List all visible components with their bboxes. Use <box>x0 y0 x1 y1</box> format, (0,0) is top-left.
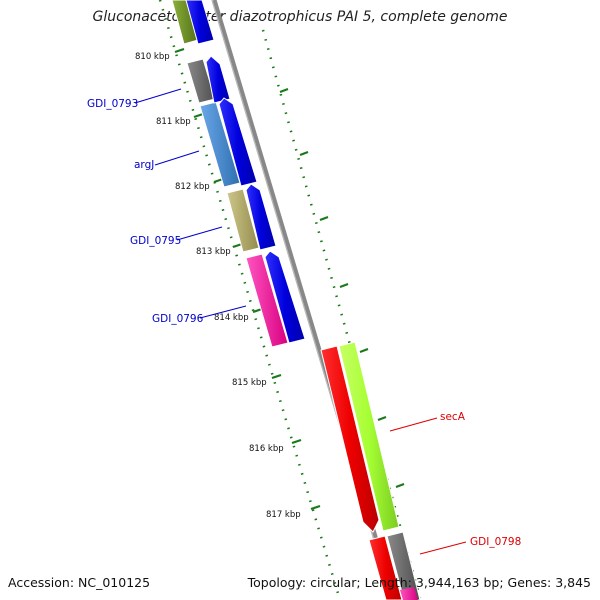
scale-label-814: 814 kbp <box>214 313 249 323</box>
gene-label-gdi0798[interactable]: GDI_0798 <box>470 536 521 548</box>
gene-arrow-argj[interactable] <box>218 97 258 187</box>
scale-track-right <box>261 29 422 599</box>
scale-label-811: 811 kbp <box>156 117 191 127</box>
leader-gdi0796 <box>199 305 247 319</box>
gene-arrow-gdi0795[interactable] <box>245 183 277 251</box>
gene-label-argj[interactable]: argJ <box>134 159 154 171</box>
gene-label-gdi0793[interactable]: GDI_0793 <box>87 98 138 110</box>
leader-gdi0793 <box>134 88 182 104</box>
scale-label-816: 816 kbp <box>249 444 284 454</box>
gene-arrow-gdi0796[interactable] <box>264 250 306 344</box>
scale-label-810: 810 kbp <box>135 52 170 62</box>
leader-argj <box>154 150 200 166</box>
scale-label-812: 812 kbp <box>175 182 210 192</box>
gene-label-gdi0796[interactable]: GDI_0796 <box>152 313 204 325</box>
feature-bar-gdi0796[interactable] <box>245 253 289 348</box>
scale-track-left <box>158 0 342 600</box>
scale-label-813: 813 kbp <box>196 247 231 257</box>
gene-label-seca[interactable]: secA <box>440 411 466 423</box>
leader-gdi0795 <box>176 226 223 241</box>
scale-label-815: 815 kbp <box>232 378 267 388</box>
gene-arrow-seca[interactable] <box>320 345 380 533</box>
topology-summary-text: Topology: circular; Length: 3,944,163 bp… <box>247 575 591 590</box>
feature-bar-seca[interactable] <box>338 341 400 532</box>
gene-arrow-gdi0798[interactable] <box>368 535 403 600</box>
leader-gdi0798 <box>419 541 467 555</box>
feature-bar-gdi0798-pink[interactable] <box>400 587 418 600</box>
gene-label-gdi0795[interactable]: GDI_0795 <box>130 235 181 247</box>
accession-text: Accession: NC_010125 <box>8 575 151 590</box>
feature-bar-gdi0798[interactable] <box>386 531 421 600</box>
major-ticks <box>174 47 405 511</box>
leader-seca <box>389 417 438 432</box>
feature-bar-gdi0795[interactable] <box>226 188 260 253</box>
scale-label-817: 817 kbp <box>266 510 301 520</box>
gene-arrow-gdi0793[interactable] <box>205 55 231 104</box>
gene-arrow-top[interactable] <box>185 0 215 45</box>
